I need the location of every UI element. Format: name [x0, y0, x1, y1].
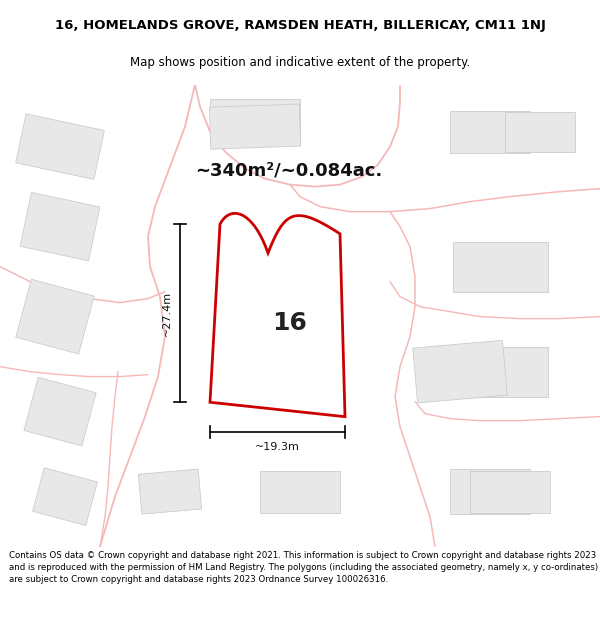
FancyBboxPatch shape [209, 104, 301, 149]
FancyBboxPatch shape [470, 471, 550, 512]
FancyBboxPatch shape [24, 378, 96, 446]
FancyBboxPatch shape [450, 111, 530, 152]
FancyBboxPatch shape [210, 99, 300, 144]
FancyBboxPatch shape [16, 279, 94, 354]
Text: 16: 16 [272, 311, 307, 335]
FancyBboxPatch shape [20, 192, 100, 261]
Text: ~19.3m: ~19.3m [255, 442, 300, 452]
FancyBboxPatch shape [452, 242, 548, 292]
Text: Map shows position and indicative extent of the property.: Map shows position and indicative extent… [130, 56, 470, 69]
FancyBboxPatch shape [505, 112, 575, 152]
Text: Contains OS data © Crown copyright and database right 2021. This information is : Contains OS data © Crown copyright and d… [9, 551, 598, 584]
Polygon shape [210, 213, 345, 417]
FancyBboxPatch shape [32, 468, 97, 526]
Text: ~340m²/~0.084ac.: ~340m²/~0.084ac. [195, 161, 382, 179]
FancyBboxPatch shape [413, 340, 507, 403]
FancyBboxPatch shape [452, 347, 548, 397]
FancyBboxPatch shape [450, 469, 530, 514]
FancyBboxPatch shape [260, 471, 340, 512]
Text: ~27.4m: ~27.4m [162, 291, 172, 336]
Text: 16, HOMELANDS GROVE, RAMSDEN HEATH, BILLERICAY, CM11 1NJ: 16, HOMELANDS GROVE, RAMSDEN HEATH, BILL… [55, 19, 545, 32]
FancyBboxPatch shape [139, 469, 202, 514]
FancyBboxPatch shape [16, 114, 104, 179]
